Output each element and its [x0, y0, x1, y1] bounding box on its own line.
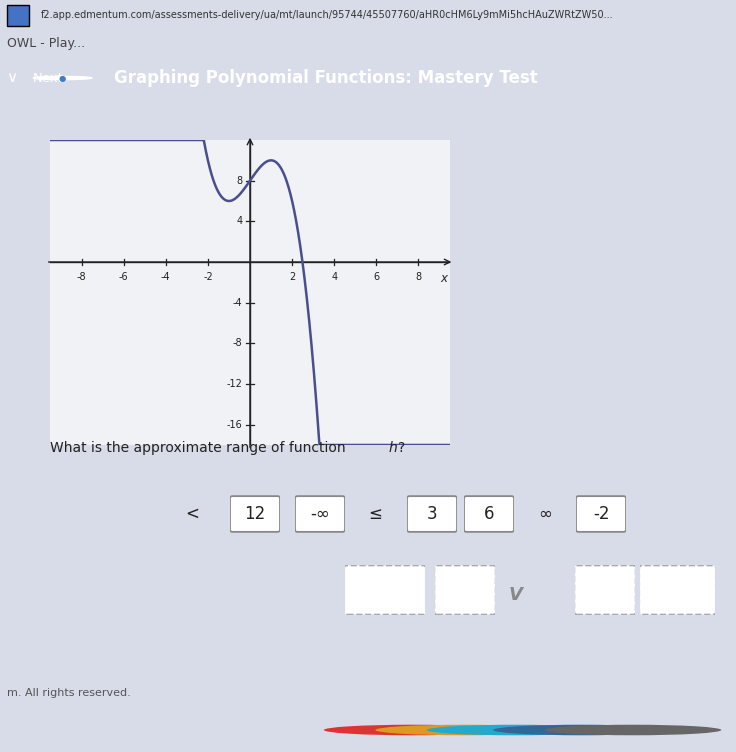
- Text: m. All rights reserved.: m. All rights reserved.: [7, 688, 131, 698]
- Circle shape: [493, 725, 670, 735]
- Text: 6: 6: [373, 272, 379, 282]
- Text: 8: 8: [236, 176, 243, 186]
- Circle shape: [375, 725, 552, 735]
- Circle shape: [545, 725, 721, 735]
- Text: -16: -16: [227, 420, 243, 429]
- Text: h: h: [389, 441, 397, 455]
- Text: ?: ?: [398, 441, 406, 455]
- Text: ●: ●: [59, 74, 66, 83]
- FancyBboxPatch shape: [574, 566, 636, 614]
- Text: 6: 6: [484, 505, 495, 523]
- FancyBboxPatch shape: [344, 566, 426, 614]
- Text: What is the approximate range of function: What is the approximate range of functio…: [50, 441, 350, 455]
- Text: 4: 4: [236, 217, 243, 226]
- Text: ≤: ≤: [368, 505, 382, 523]
- Text: Next: Next: [33, 71, 64, 84]
- Text: OWL - Play...: OWL - Play...: [7, 38, 85, 50]
- Text: ∞: ∞: [538, 505, 552, 523]
- Text: 4: 4: [331, 272, 337, 282]
- Text: -4: -4: [233, 298, 243, 308]
- Text: ∨: ∨: [6, 71, 17, 86]
- Text: 12: 12: [244, 505, 266, 523]
- Text: -6: -6: [119, 272, 129, 282]
- Text: x: x: [440, 272, 447, 285]
- FancyBboxPatch shape: [576, 496, 626, 532]
- FancyBboxPatch shape: [640, 566, 715, 614]
- Circle shape: [324, 725, 500, 735]
- Text: 8: 8: [415, 272, 422, 282]
- Text: V: V: [509, 586, 522, 604]
- Text: 3: 3: [427, 505, 437, 523]
- Text: -8: -8: [77, 272, 86, 282]
- FancyBboxPatch shape: [295, 496, 345, 532]
- Text: f2.app.edmentum.com/assessments-delivery/ua/mt/launch/95744/45507760/aHR0cHM6Ly9: f2.app.edmentum.com/assessments-delivery…: [40, 10, 613, 20]
- FancyBboxPatch shape: [464, 496, 514, 532]
- FancyBboxPatch shape: [7, 5, 29, 26]
- Text: -∞: -∞: [310, 505, 330, 523]
- Text: <: <: [185, 505, 199, 523]
- Text: 2: 2: [289, 272, 295, 282]
- Text: -2: -2: [592, 505, 609, 523]
- FancyBboxPatch shape: [434, 566, 495, 614]
- Text: -8: -8: [233, 338, 243, 348]
- Text: -12: -12: [227, 379, 243, 389]
- FancyBboxPatch shape: [230, 496, 280, 532]
- Text: -4: -4: [161, 272, 171, 282]
- Text: Graphing Polynomial Functions: Mastery Test: Graphing Polynomial Functions: Mastery T…: [114, 69, 538, 87]
- Circle shape: [427, 725, 604, 735]
- FancyBboxPatch shape: [407, 496, 457, 532]
- Text: -2: -2: [203, 272, 213, 282]
- Circle shape: [33, 77, 92, 80]
